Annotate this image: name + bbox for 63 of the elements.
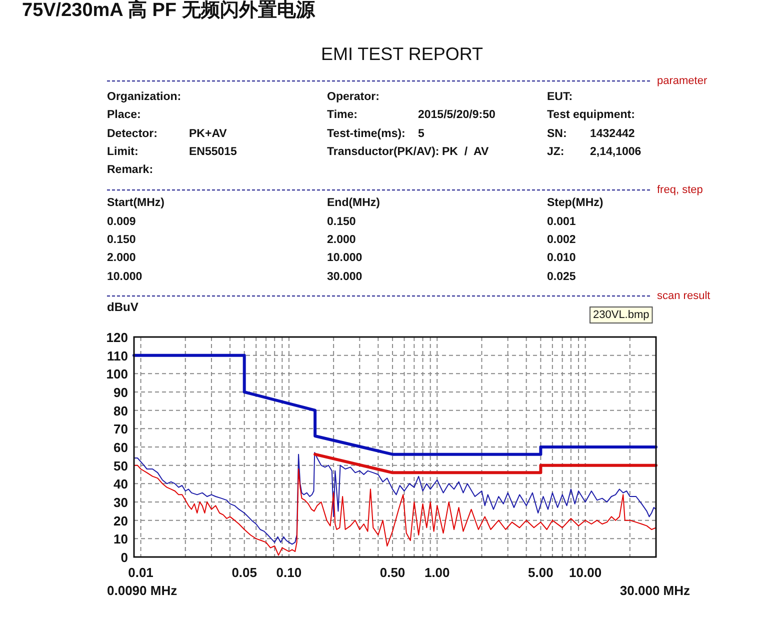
y-tick-label: 20 <box>114 513 128 528</box>
text: Remark: <box>107 164 154 176</box>
text: PK+AV <box>189 128 228 140</box>
text: 0.0090 MHz <box>107 583 178 598</box>
text: EUT: <box>547 91 573 103</box>
text: 30.000 MHz <box>620 583 690 598</box>
text: Place: <box>107 109 141 121</box>
text: Detector: <box>107 128 158 140</box>
text: Step(MHz) <box>547 197 604 209</box>
y-tick-label: 40 <box>114 476 128 492</box>
text: 0.025 <box>547 271 576 283</box>
text: 230VL.bmp <box>593 309 650 321</box>
text: 2.000 <box>327 234 356 246</box>
y-tick-label: 10 <box>114 532 128 547</box>
x-tick-label: 0.10 <box>276 565 302 580</box>
text: EN55015 <box>189 146 238 158</box>
text: Test-time(ms): <box>327 128 406 140</box>
text: Test equipment: <box>547 109 635 121</box>
text: freq, step <box>657 184 703 196</box>
x-tick-label: 0.50 <box>380 565 406 580</box>
y-tick-label: 0 <box>120 550 128 565</box>
text: 0.002 <box>547 234 576 246</box>
x-tick-label: 5.00 <box>528 565 554 580</box>
text: 0.150 <box>107 234 136 246</box>
text: Operator: <box>327 91 380 103</box>
y-tick-label: 30 <box>114 495 128 510</box>
text: 0.009 <box>107 216 136 228</box>
text: 5 <box>418 128 425 140</box>
text: 2,14,1006 <box>590 146 642 158</box>
y-tick-label: 120 <box>106 330 128 345</box>
x-tick-label: 10.00 <box>569 565 602 580</box>
text: Transductor(PK/AV): <box>327 146 440 158</box>
x-tick-label: 0.01 <box>128 565 154 580</box>
text: Limit: <box>107 146 138 158</box>
text: 2.000 <box>107 252 136 264</box>
text: Time: <box>327 109 358 121</box>
x-tick-label: 0.05 <box>232 565 258 580</box>
y-tick-label: 110 <box>107 348 128 364</box>
text: parameter <box>657 75 708 87</box>
text: 0.010 <box>547 252 576 264</box>
text: JZ: <box>547 146 564 158</box>
y-tick-label: 70 <box>114 422 128 437</box>
text: 0.001 <box>547 216 576 228</box>
text: Start(MHz) <box>107 197 165 209</box>
text: EMI TEST REPORT <box>320 44 484 64</box>
text: PK / AV <box>442 146 489 158</box>
y-tick-label: 80 <box>114 403 128 418</box>
text: 10.000 <box>107 271 142 283</box>
text: SN: <box>547 128 567 140</box>
y-axis-title: dBuV <box>107 300 138 314</box>
text: scan result <box>657 290 710 302</box>
text: 0.150 <box>327 216 356 228</box>
text: 10.000 <box>327 252 362 264</box>
text: 2015/5/20/9:50 <box>418 109 496 121</box>
text: Organization: <box>107 91 182 103</box>
y-tick-label: 50 <box>114 458 128 474</box>
text: 30.000 <box>327 271 362 283</box>
y-tick-label: 60 <box>114 440 128 455</box>
text: End(MHz) <box>327 197 380 209</box>
y-tick-label: 100 <box>106 366 128 382</box>
x-tick-label: 1.00 <box>424 565 450 580</box>
y-tick-label: 90 <box>114 385 128 400</box>
text: 1432442 <box>590 128 635 140</box>
